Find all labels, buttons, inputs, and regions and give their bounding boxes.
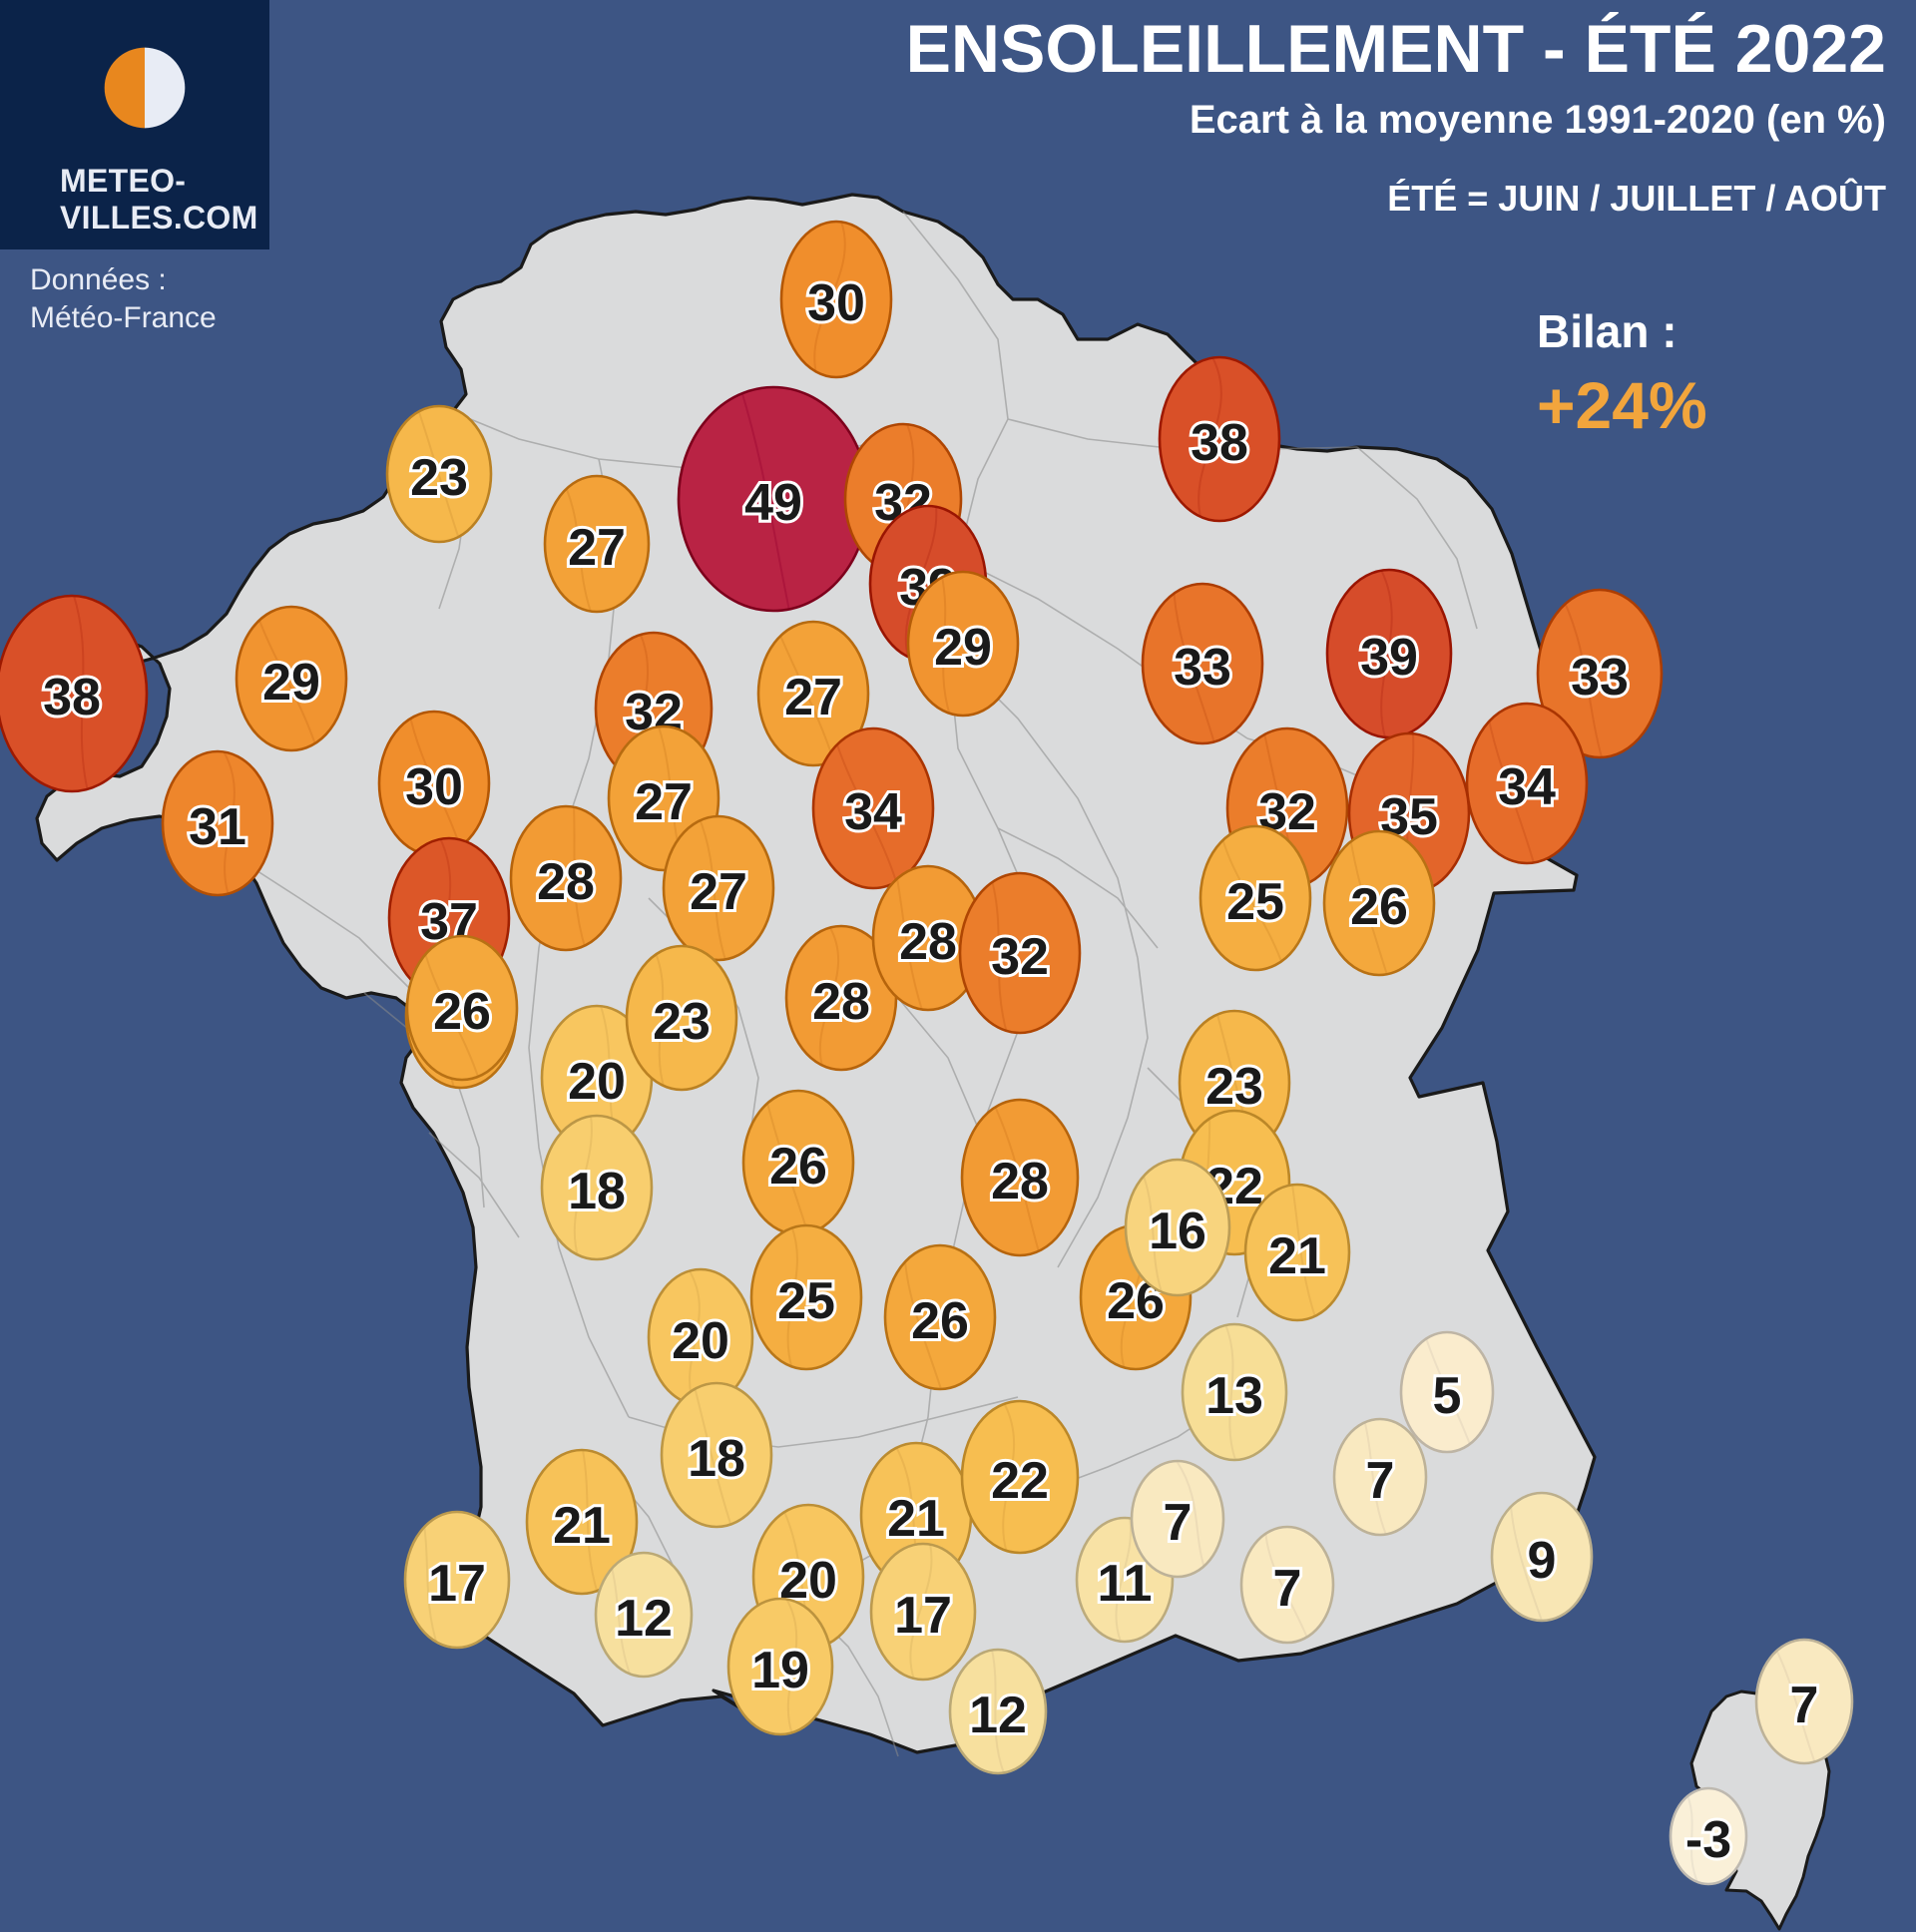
svg-text:27: 27: [690, 863, 747, 921]
svg-text:9: 9: [1528, 1532, 1557, 1590]
svg-text:7: 7: [1790, 1677, 1819, 1734]
svg-text:20: 20: [672, 1312, 729, 1370]
svg-text:16: 16: [1149, 1203, 1206, 1260]
svg-text:31: 31: [189, 798, 246, 856]
svg-text:13: 13: [1205, 1367, 1263, 1425]
svg-text:29: 29: [934, 619, 992, 677]
svg-text:32: 32: [991, 928, 1049, 986]
svg-text:28: 28: [899, 913, 957, 971]
svg-text:34: 34: [1498, 758, 1556, 816]
svg-text:23: 23: [653, 993, 711, 1051]
svg-text:18: 18: [568, 1163, 626, 1220]
svg-text:34: 34: [844, 783, 902, 841]
svg-text:26: 26: [911, 1292, 969, 1350]
svg-text:33: 33: [1174, 639, 1231, 697]
svg-text:7: 7: [1164, 1494, 1193, 1552]
svg-text:30: 30: [807, 274, 865, 332]
svg-text:20: 20: [568, 1053, 626, 1111]
svg-text:21: 21: [553, 1497, 611, 1555]
svg-text:19: 19: [751, 1642, 809, 1699]
svg-text:26: 26: [1350, 878, 1408, 936]
svg-text:28: 28: [991, 1153, 1049, 1210]
svg-text:38: 38: [1191, 414, 1248, 472]
svg-text:39: 39: [1360, 629, 1418, 687]
svg-text:27: 27: [568, 519, 626, 577]
svg-text:17: 17: [894, 1587, 952, 1645]
svg-text:49: 49: [744, 474, 802, 532]
svg-text:21: 21: [1268, 1227, 1326, 1285]
svg-text:5: 5: [1433, 1367, 1462, 1425]
svg-text:-3: -3: [1685, 1811, 1731, 1869]
svg-text:11: 11: [1098, 1555, 1153, 1613]
svg-text:27: 27: [635, 773, 693, 831]
svg-text:12: 12: [615, 1590, 673, 1648]
svg-text:30: 30: [405, 758, 463, 816]
svg-text:25: 25: [1226, 873, 1284, 931]
svg-text:33: 33: [1571, 649, 1629, 707]
svg-text:21: 21: [887, 1490, 945, 1548]
svg-text:23: 23: [410, 449, 468, 507]
svg-text:27: 27: [784, 669, 842, 726]
svg-text:26: 26: [433, 983, 491, 1041]
svg-text:29: 29: [262, 654, 320, 712]
svg-text:26: 26: [769, 1138, 827, 1196]
svg-text:18: 18: [688, 1430, 745, 1488]
svg-text:22: 22: [991, 1452, 1049, 1510]
svg-text:7: 7: [1366, 1452, 1395, 1510]
svg-text:38: 38: [43, 669, 101, 726]
svg-text:17: 17: [428, 1555, 486, 1613]
svg-text:7: 7: [1273, 1560, 1302, 1618]
svg-text:28: 28: [537, 853, 595, 911]
svg-text:12: 12: [969, 1687, 1027, 1744]
svg-text:28: 28: [812, 973, 870, 1031]
svg-text:23: 23: [1205, 1058, 1263, 1116]
svg-text:25: 25: [777, 1272, 835, 1330]
